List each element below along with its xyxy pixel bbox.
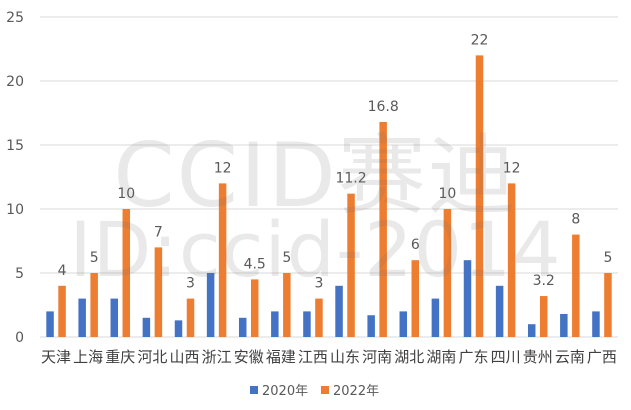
bar-2020 <box>463 260 472 337</box>
data-label-2022: 6 <box>411 237 420 253</box>
bar-2020 <box>399 311 408 337</box>
gridlines <box>40 16 618 338</box>
bar-2022 <box>58 285 66 337</box>
data-labels: 4 5 10 7 3 12 4.5 5 3 11.2 16.8 6 10 22 12 3.2 8 5 <box>58 32 613 291</box>
bar-2020 <box>527 324 536 337</box>
bar-2022 <box>379 121 387 338</box>
x-tick-label: 河南 <box>362 348 392 366</box>
x-axis-tick-labels: 天津 上海 重庆 河北 山西 浙江 安徽 福建 江西 山东 河南 湖北 湖南 广东 四川 贵州 云南 广西 <box>41 348 617 366</box>
bar-2020 <box>142 317 151 337</box>
bar-2020 <box>335 285 343 337</box>
data-label-2022: 4.5 <box>244 256 266 272</box>
bar-2022 <box>218 183 227 337</box>
y-tick-label: 20 <box>6 74 24 90</box>
data-label-2022: 8 <box>571 212 580 228</box>
data-label-2022: 3.2 <box>533 273 555 289</box>
y-tick-label: 0 <box>15 330 24 346</box>
x-tick-label: 天津 <box>41 348 71 366</box>
data-label-2022: 11.2 <box>335 171 366 187</box>
x-tick-label: 云南 <box>555 348 585 366</box>
bar-2022 <box>507 183 516 337</box>
bar-2022 <box>90 273 98 337</box>
bar-2020 <box>271 311 279 337</box>
data-label-2022: 7 <box>154 224 163 240</box>
bar-2022 <box>283 273 291 337</box>
x-tick-label: 上海 <box>73 348 103 366</box>
x-tick-label: 重庆 <box>105 348 135 366</box>
bar-2022 <box>154 247 163 337</box>
bar-2022 <box>186 298 195 337</box>
data-label-2022: 10 <box>438 186 456 202</box>
x-tick-label: 四川 <box>491 348 521 366</box>
legend-label: 2022年 <box>333 384 379 399</box>
bar-2020 <box>367 315 375 337</box>
data-label-2022: 3 <box>186 276 195 292</box>
data-label-2022: 5 <box>90 250 99 266</box>
bar-2020 <box>206 273 215 337</box>
data-label-2022: 12 <box>214 160 232 176</box>
bar-2020 <box>78 298 86 337</box>
x-tick-label: 福建 <box>266 348 296 366</box>
legend: 2020年 2022年 <box>250 384 379 399</box>
bar-series <box>46 55 612 338</box>
bar-2020 <box>495 285 504 337</box>
data-label-2022: 3 <box>314 276 323 292</box>
bar-2020 <box>560 313 568 337</box>
bar-2022 <box>250 279 259 337</box>
x-tick-label: 山东 <box>330 348 360 366</box>
bar-2020 <box>110 298 119 337</box>
bar-2020 <box>238 317 247 337</box>
bar-2022 <box>604 273 612 337</box>
x-tick-label: 湖北 <box>394 348 424 366</box>
y-axis-tick-labels: 0 5 10 15 20 25 <box>6 10 24 346</box>
data-label-2022: 5 <box>603 250 612 266</box>
bar-2022 <box>347 193 355 337</box>
data-label-2022: 10 <box>117 186 135 202</box>
y-tick-label: 5 <box>15 266 24 282</box>
data-label-2022: 16.8 <box>368 99 399 115</box>
bar-2022 <box>411 260 420 337</box>
bar-2022 <box>572 234 580 337</box>
bar-2020 <box>303 311 311 337</box>
bar-2020 <box>174 320 183 337</box>
bar-2022 <box>315 298 323 337</box>
x-tick-label: 江西 <box>298 348 328 366</box>
x-tick-label: 河北 <box>137 348 167 366</box>
y-tick-label: 15 <box>6 138 24 154</box>
bar-2020 <box>592 311 600 337</box>
y-tick-label: 25 <box>6 10 24 26</box>
y-tick-label: 10 <box>6 202 24 218</box>
bar-2022 <box>475 55 484 338</box>
x-tick-label: 山西 <box>169 348 199 366</box>
bar-2020 <box>431 298 440 337</box>
legend-swatch <box>250 386 258 394</box>
bar-2022 <box>539 296 548 337</box>
x-tick-label: 广西 <box>587 348 617 366</box>
x-tick-label: 贵州 <box>523 348 553 366</box>
legend-label: 2020年 <box>262 384 308 399</box>
x-tick-label: 浙江 <box>202 348 232 366</box>
x-tick-label: 广东 <box>458 348 488 366</box>
x-tick-label: 安徽 <box>234 348 264 366</box>
data-label-2022: 12 <box>503 160 521 176</box>
data-label-2022: 4 <box>58 263 67 279</box>
legend-swatch <box>321 386 329 394</box>
bar-2020 <box>46 311 54 337</box>
x-tick-label: 湖南 <box>426 348 456 366</box>
data-label-2022: 5 <box>282 250 291 266</box>
bar-2022 <box>122 209 131 337</box>
bar-2022 <box>443 209 452 337</box>
data-label-2022: 22 <box>471 32 489 48</box>
